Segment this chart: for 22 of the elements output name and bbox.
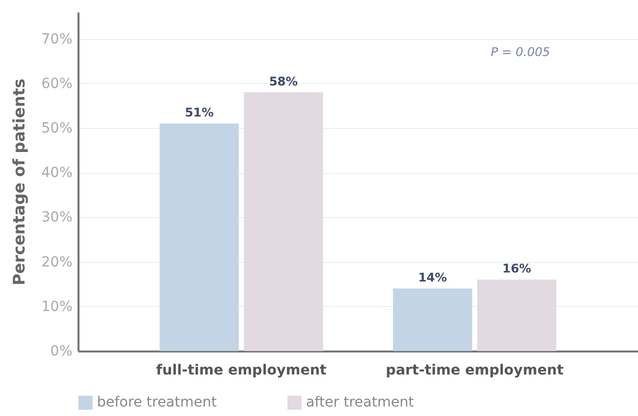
y-tick-label: 30% [41,210,72,226]
bar [244,92,323,351]
y-tick-label: 10% [41,298,72,315]
y-tick-label: 0% [50,344,72,360]
bar [160,124,239,351]
y-tick-label: 40% [41,165,72,182]
x-tick-label: full-time employment [156,362,327,378]
y-axis-title: Percentage of patients [9,78,28,286]
legend-label: before treatment [97,394,218,411]
bar [393,288,472,351]
legend-label: after treatment [306,394,414,411]
annotation: P = 0.005 [490,45,550,59]
y-tick-label: 60% [41,76,72,92]
x-tick-label: part-time employment [386,362,564,378]
data-label: 16% [502,262,532,276]
y-tick-label: 20% [41,254,72,270]
y-tick-label: 70% [41,31,72,48]
data-label: 51% [184,106,214,120]
bar [477,280,556,351]
data-label: 58% [269,74,298,88]
data-label: 14% [418,270,447,285]
y-tick-label: 50% [41,120,72,136]
